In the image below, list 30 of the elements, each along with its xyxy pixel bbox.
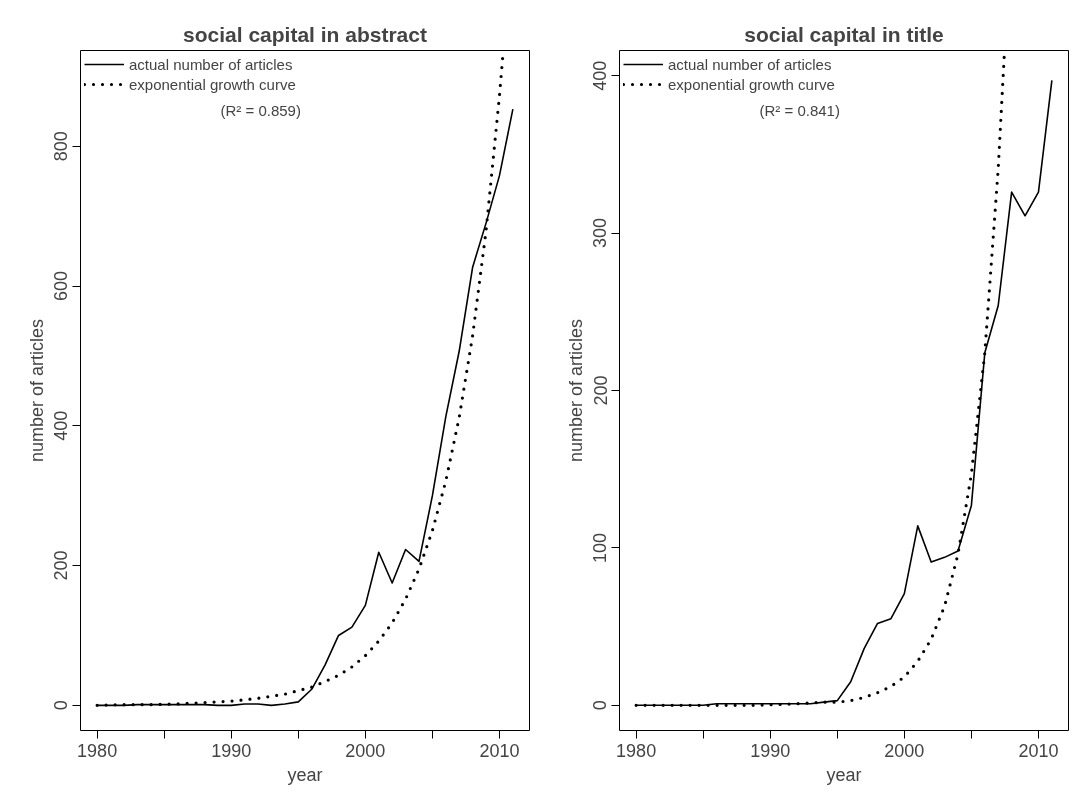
y-tick-label: 200 [590, 375, 611, 406]
y-tick-label: 0 [590, 700, 611, 711]
x-tick-label: 1980 [77, 740, 118, 761]
chart-title: social capital in title [744, 22, 944, 46]
legend-label: actual number of articles [129, 55, 293, 73]
x-tick-label: 2000 [345, 740, 386, 761]
x-tick-label: 1990 [750, 740, 791, 761]
y-tick-label: 0 [51, 700, 72, 711]
x-tick-label: 1990 [211, 740, 252, 761]
legend-label: actual number of articles [668, 55, 832, 73]
y-tick-label: 400 [590, 60, 611, 91]
legend-label: exponential growth curve [668, 75, 835, 93]
legend-label: exponential growth curve [129, 75, 296, 93]
x-tick-label: 2010 [1018, 740, 1059, 761]
x-axis-title: year [826, 764, 862, 785]
x-axis-title: year [287, 764, 323, 785]
y-tick-label: 200 [51, 550, 72, 581]
y-axis-title: number of articles [565, 318, 586, 463]
y-axis-title: number of articles [26, 318, 47, 463]
y-tick-label: 600 [51, 270, 72, 302]
y-tick-label: 100 [590, 532, 611, 563]
x-tick-label: 1980 [616, 740, 657, 761]
y-tick-label: 800 [51, 131, 72, 162]
y-tick-label: 400 [51, 410, 72, 441]
chart-title: social capital in abstract [183, 22, 427, 46]
x-tick-label: 2000 [884, 740, 925, 761]
y-tick-label: 300 [590, 218, 611, 249]
x-tick-label: 2010 [479, 740, 520, 761]
annotation: (R² = 0.841) [759, 101, 840, 119]
annotation: (R² = 0.859) [220, 101, 301, 119]
